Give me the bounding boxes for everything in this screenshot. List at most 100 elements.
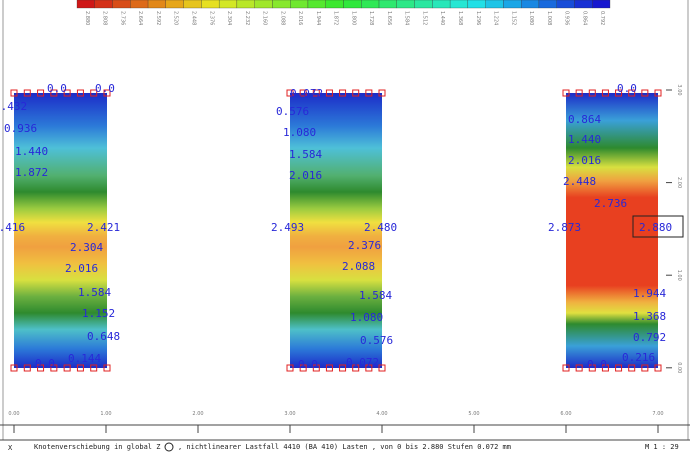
value-label: 0.576 (276, 105, 309, 118)
legend-label: 2.088 (279, 11, 285, 25)
legend-swatch (414, 0, 433, 9)
legend-swatch (236, 0, 255, 9)
legend-label: 1.656 (386, 11, 392, 25)
support (76, 364, 84, 372)
legend-swatch (485, 0, 504, 9)
support (325, 89, 333, 97)
support (628, 364, 636, 372)
support (378, 89, 386, 97)
support (50, 364, 58, 372)
value-label: 1.080 (350, 311, 383, 324)
support (23, 89, 31, 97)
legend-label: 2.808 (102, 11, 108, 25)
contour-panel (14, 93, 107, 368)
value-label: 2.016 (65, 262, 98, 275)
support (286, 364, 294, 372)
value-label: 0.576 (360, 334, 393, 347)
legend-swatch (147, 0, 166, 9)
value-label: 0.072 (346, 356, 379, 369)
value-label: 0.216 (622, 351, 655, 364)
status-text: , nichtlinearer Lastfall 4410 (BA 410) L… (178, 443, 511, 451)
support (641, 89, 649, 97)
value-label: 2.088 (342, 260, 375, 273)
legend-swatch (467, 0, 486, 9)
support (654, 364, 662, 372)
legend-swatch (183, 0, 202, 9)
value-label: 2.016 (568, 154, 601, 167)
value-label: 0.0 (617, 82, 637, 95)
value-label: 1.368 (633, 310, 666, 323)
legend-label: 2.376 (208, 11, 214, 25)
value-label: 1.584 (289, 148, 322, 161)
legend-label: 1.008 (546, 11, 552, 25)
legend-label: 0.936 (564, 11, 570, 25)
legend-swatch (432, 0, 451, 9)
legend-label: 1.368 (457, 11, 463, 25)
support (601, 364, 609, 372)
legend-swatch (201, 0, 220, 9)
support (312, 364, 320, 372)
support (312, 89, 320, 97)
legend-swatch (396, 0, 415, 9)
support (615, 364, 623, 372)
support (562, 89, 570, 97)
support (365, 364, 373, 372)
legend-swatch (503, 0, 522, 9)
legend-label: 1.944 (315, 11, 321, 25)
support (37, 364, 45, 372)
support (641, 364, 649, 372)
support (299, 89, 307, 97)
x-tick-label: 0.00 (8, 411, 19, 417)
legend-label: 1.728 (368, 11, 374, 25)
value-label: 0.144 (68, 352, 101, 365)
support (50, 89, 58, 97)
legend-swatch (130, 0, 149, 9)
value-label: 0.0 (298, 358, 318, 371)
y-tick-label: 1.00 (676, 270, 682, 281)
legend-swatch (272, 0, 291, 9)
legend-swatch (290, 0, 309, 9)
value-label: 1.080 (283, 126, 316, 139)
support (90, 89, 98, 97)
value-label: 2.304 (70, 241, 103, 254)
support (562, 364, 570, 372)
support (299, 364, 307, 372)
legend-swatch (556, 0, 575, 9)
value-label: 0.792 (633, 331, 666, 344)
value-label: 1.872 (15, 166, 48, 179)
legend-swatch (94, 0, 113, 9)
legend-label: 1.512 (421, 11, 427, 25)
status-scale: M 1 : 29 (645, 443, 679, 451)
legend-label: 0.864 (581, 11, 587, 25)
value-label: 2.448 (563, 175, 596, 188)
support (286, 89, 294, 97)
value-label: 1.152 (82, 307, 115, 320)
support (339, 364, 347, 372)
legend-swatch (165, 0, 184, 9)
support (63, 89, 71, 97)
support (615, 89, 623, 97)
support (628, 89, 636, 97)
legend-label: 1.224 (493, 11, 499, 25)
legend-label: 2.160 (262, 11, 268, 25)
legend-swatch (449, 0, 469, 9)
legend-swatch (307, 0, 326, 9)
value-label: 0.0 (47, 82, 67, 95)
legend-label: 2.304 (226, 11, 232, 25)
value-label: 0.936 (4, 122, 37, 135)
value-label: 0.648 (87, 330, 120, 343)
legend-swatch (521, 0, 540, 9)
legend-label: 1.440 (439, 11, 445, 25)
support (103, 89, 111, 97)
legend-label: 0.792 (599, 11, 605, 25)
support (588, 89, 596, 97)
legend-label: 1.296 (475, 11, 481, 25)
support (352, 89, 360, 97)
status-axis: X (8, 444, 13, 452)
support (76, 89, 84, 97)
legend-swatch (76, 0, 95, 9)
value-label: 0.0 (587, 358, 607, 371)
x-tick-label: 7.00 (652, 411, 663, 417)
support (378, 364, 386, 372)
